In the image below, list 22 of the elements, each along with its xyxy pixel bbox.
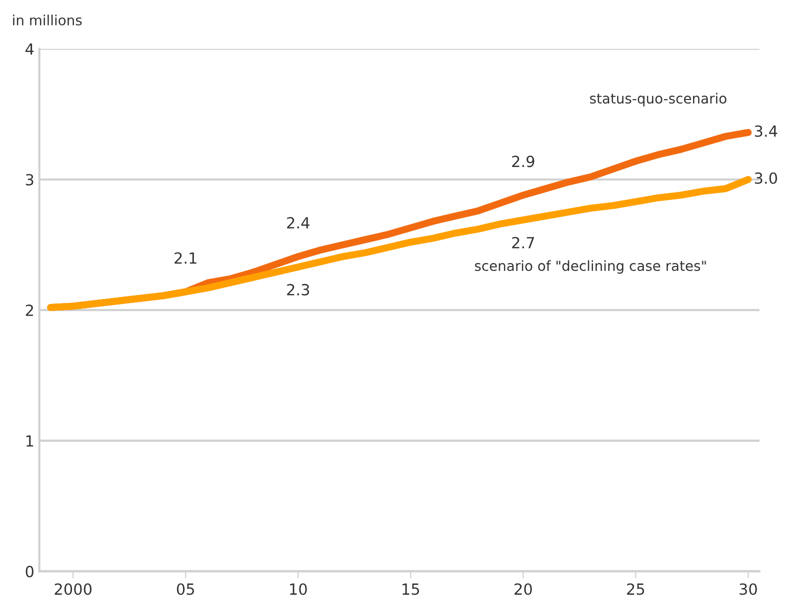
x-tick-label: 10: [290, 583, 307, 595]
x-tick-label: 05: [176, 583, 194, 595]
y-tick-label: 2: [26, 304, 33, 316]
annotation: 2.9: [512, 156, 534, 168]
y-tick-label: 3: [26, 174, 34, 186]
annotation: 2.4: [287, 217, 310, 228]
y-tick-label: 1: [26, 435, 34, 446]
y-tick-label: 0: [26, 566, 34, 578]
x-tick-label: 20: [514, 583, 532, 595]
x-tick-label: 30: [740, 583, 757, 595]
y-tick-label: 4: [26, 44, 34, 55]
annotation: 2.7: [512, 236, 534, 248]
y-axis-title: in millions: [13, 14, 82, 26]
x-tick-label: 25: [627, 583, 644, 595]
x-tick-label: 2000: [54, 583, 92, 595]
annotation: 2.3: [287, 284, 310, 296]
annotation: 3.0: [754, 172, 778, 184]
annotation: 3.4: [754, 125, 778, 137]
x-tick-label: 15: [402, 584, 420, 595]
annotation: 2.1: [174, 252, 196, 264]
text: status-quo-scenario: [590, 92, 726, 106]
text: scenario of "declining case rates": [474, 260, 706, 274]
